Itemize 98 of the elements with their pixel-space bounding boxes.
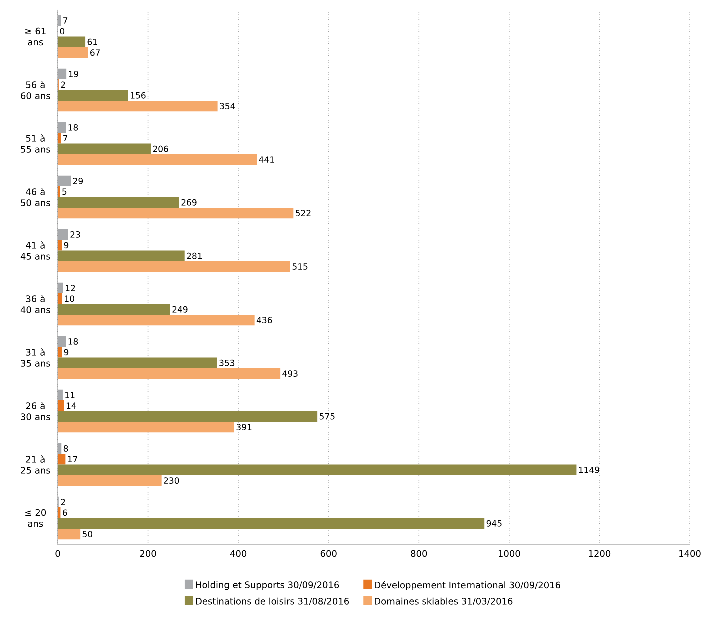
data-label: 6 — [63, 510, 68, 516]
bar — [58, 176, 72, 187]
y-tick-label: ≤ 20 ans — [26, 509, 46, 528]
bar — [58, 390, 63, 401]
bar — [58, 144, 151, 154]
bar — [58, 133, 62, 144]
bar — [58, 464, 577, 476]
bar — [58, 90, 128, 101]
legend-label: Domaines skiables 31/03/2016 — [375, 598, 513, 606]
bar — [58, 314, 255, 326]
bar — [58, 154, 258, 166]
data-label: 436 — [256, 317, 272, 324]
x-tick-label: 1000 — [498, 550, 520, 558]
x-tick-label: 1200 — [589, 550, 611, 558]
bar — [58, 411, 318, 422]
bar — [58, 347, 62, 358]
data-label: 206 — [153, 146, 168, 152]
data-label: 441 — [259, 156, 274, 163]
data-label: 50 — [82, 531, 93, 538]
bar — [58, 400, 64, 412]
data-label: 10 — [65, 296, 74, 302]
y-tick-label: 21 à 25 ans — [21, 456, 50, 474]
data-label: 281 — [187, 252, 202, 260]
bar — [58, 294, 63, 304]
data-label: 391 — [236, 424, 252, 431]
legend-label: Développement International 30/09/2016 — [375, 581, 560, 590]
data-label: 515 — [292, 264, 308, 270]
x-tick-label: 1400 — [680, 550, 701, 558]
data-label: 575 — [320, 413, 335, 420]
bar — [58, 36, 86, 48]
data-label: 269 — [182, 199, 197, 206]
bar — [58, 197, 180, 208]
data-label: 7 — [64, 18, 68, 24]
y-tick-label: 56 à 60 ans — [21, 81, 50, 100]
data-label: 29 — [73, 178, 84, 184]
x-tick-label: 0 — [56, 550, 60, 558]
bar — [58, 208, 294, 219]
data-label: 14 — [66, 402, 76, 410]
data-label: 354 — [220, 103, 236, 110]
legend-label: Destinations de loisirs 31/08/2016 — [196, 598, 350, 606]
bar — [58, 282, 64, 294]
data-label: 5 — [62, 188, 67, 196]
bar — [58, 358, 218, 368]
y-tick-label: ≥ 61 ans — [26, 28, 46, 46]
data-label: 1149 — [579, 466, 600, 474]
y-tick-label: 36 à 40 ans — [20, 295, 50, 314]
data-label: 522 — [296, 210, 311, 217]
data-label: 17 — [68, 456, 78, 463]
x-tick-label: 200 — [140, 550, 156, 558]
data-label: 2 — [61, 499, 66, 506]
bar — [58, 368, 281, 380]
data-label: 7 — [64, 135, 68, 142]
y-tick-label: 31 à 35 ans — [21, 348, 50, 367]
bar — [58, 508, 61, 518]
data-label: 2 — [61, 82, 66, 88]
data-label: 18 — [68, 338, 78, 345]
bar — [58, 475, 162, 486]
data-label: 61 — [88, 38, 98, 46]
bar — [58, 100, 218, 112]
bar — [58, 528, 81, 540]
x-tick-label: 400 — [230, 550, 247, 558]
y-tick-label: 51 à 55 ans — [21, 134, 50, 153]
y-tick-label: 41 à 45 ans — [20, 242, 50, 260]
bar — [58, 304, 170, 315]
bar — [58, 47, 88, 58]
bar — [58, 240, 62, 251]
data-label: 23 — [70, 231, 80, 238]
data-label: 9 — [64, 349, 69, 356]
x-tick-label: 800 — [411, 550, 428, 558]
x-tick-label: 600 — [320, 550, 337, 558]
bar — [58, 250, 185, 262]
data-label: 0 — [60, 28, 65, 35]
data-label: 249 — [172, 306, 188, 313]
y-tick-label: 46 à 50 ans — [21, 188, 50, 206]
data-label: 353 — [220, 360, 235, 366]
y-tick-label: 26 à 30 ans — [21, 402, 50, 420]
data-label: 9 — [64, 242, 69, 249]
data-label: 18 — [68, 124, 78, 131]
legend-label: Holding et Supports 30/09/2016 — [196, 581, 340, 590]
data-label: 230 — [164, 478, 180, 484]
bar — [58, 454, 66, 465]
data-label: 493 — [282, 370, 298, 378]
data-label: 11 — [66, 392, 75, 398]
bar — [58, 443, 62, 454]
data-label: 67 — [90, 50, 100, 56]
data-label: 19 — [69, 70, 78, 78]
bar — [58, 261, 290, 272]
bar — [58, 336, 66, 348]
bar — [58, 68, 67, 80]
data-label: 12 — [66, 285, 76, 292]
bar — [58, 229, 68, 240]
bar — [58, 518, 485, 529]
data-label: 945 — [486, 520, 502, 527]
data-label: 156 — [131, 92, 146, 99]
bar — [58, 122, 66, 134]
bar — [58, 422, 235, 433]
bar — [58, 15, 62, 26]
data-label: 8 — [64, 445, 68, 452]
